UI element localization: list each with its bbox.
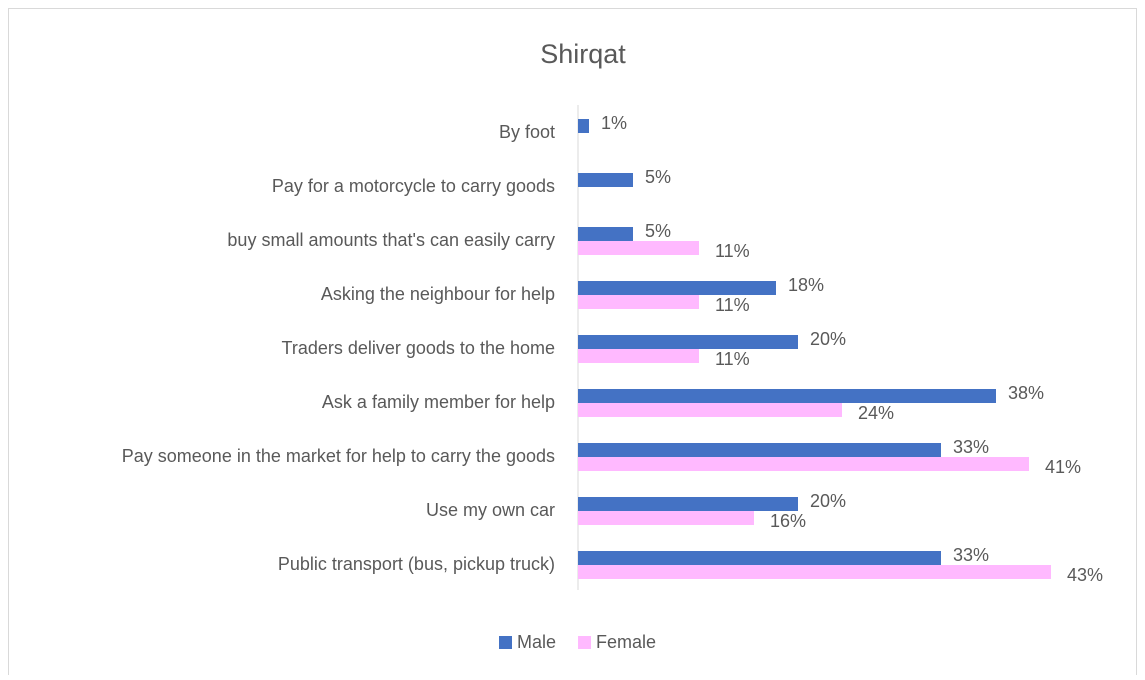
category-label: Use my own car [426, 500, 555, 520]
chart-title: Shirqat [540, 39, 626, 69]
bar [578, 241, 699, 255]
value-label: 20% [810, 491, 846, 511]
value-label: 16% [770, 511, 806, 531]
bar [578, 565, 1051, 579]
bar [578, 335, 798, 349]
value-label: 5% [645, 221, 671, 241]
value-label: 33% [953, 545, 989, 565]
value-label: 43% [1067, 565, 1103, 585]
value-label: 1% [601, 113, 627, 133]
bar [578, 389, 996, 403]
value-label: 11% [715, 295, 750, 315]
legend-swatch [499, 636, 512, 649]
value-label: 38% [1008, 383, 1044, 403]
legend-swatch [578, 636, 592, 649]
value-label: 20% [810, 329, 846, 349]
value-label: 11% [715, 349, 750, 369]
bar [578, 173, 633, 187]
category-label: Asking the neighbour for help [321, 284, 555, 304]
value-label: 11% [715, 241, 750, 261]
legend-label: Female [596, 632, 656, 652]
bar [578, 349, 699, 363]
bar [578, 511, 754, 525]
value-label: 33% [953, 437, 989, 457]
bar [578, 443, 941, 457]
category-label: Public transport (bus, pickup truck) [278, 554, 555, 574]
category-label: Ask a family member for help [322, 392, 555, 412]
bar [578, 551, 941, 565]
bar [578, 119, 589, 133]
bar [578, 457, 1029, 471]
bar [578, 295, 699, 309]
bar [578, 403, 842, 417]
category-label: By foot [499, 122, 555, 142]
category-label: buy small amounts that's can easily carr… [227, 230, 555, 250]
value-label: 24% [858, 403, 894, 423]
value-label: 41% [1045, 457, 1081, 477]
value-label: 18% [788, 275, 824, 295]
bar [578, 227, 633, 241]
category-label: Pay for a motorcycle to carry goods [272, 176, 555, 196]
category-label: Traders deliver goods to the home [282, 338, 555, 358]
bar [578, 281, 776, 295]
legend-label: Male [517, 632, 556, 652]
category-label: Pay someone in the market for help to ca… [122, 446, 555, 466]
value-label: 5% [645, 167, 671, 187]
bar [578, 497, 798, 511]
